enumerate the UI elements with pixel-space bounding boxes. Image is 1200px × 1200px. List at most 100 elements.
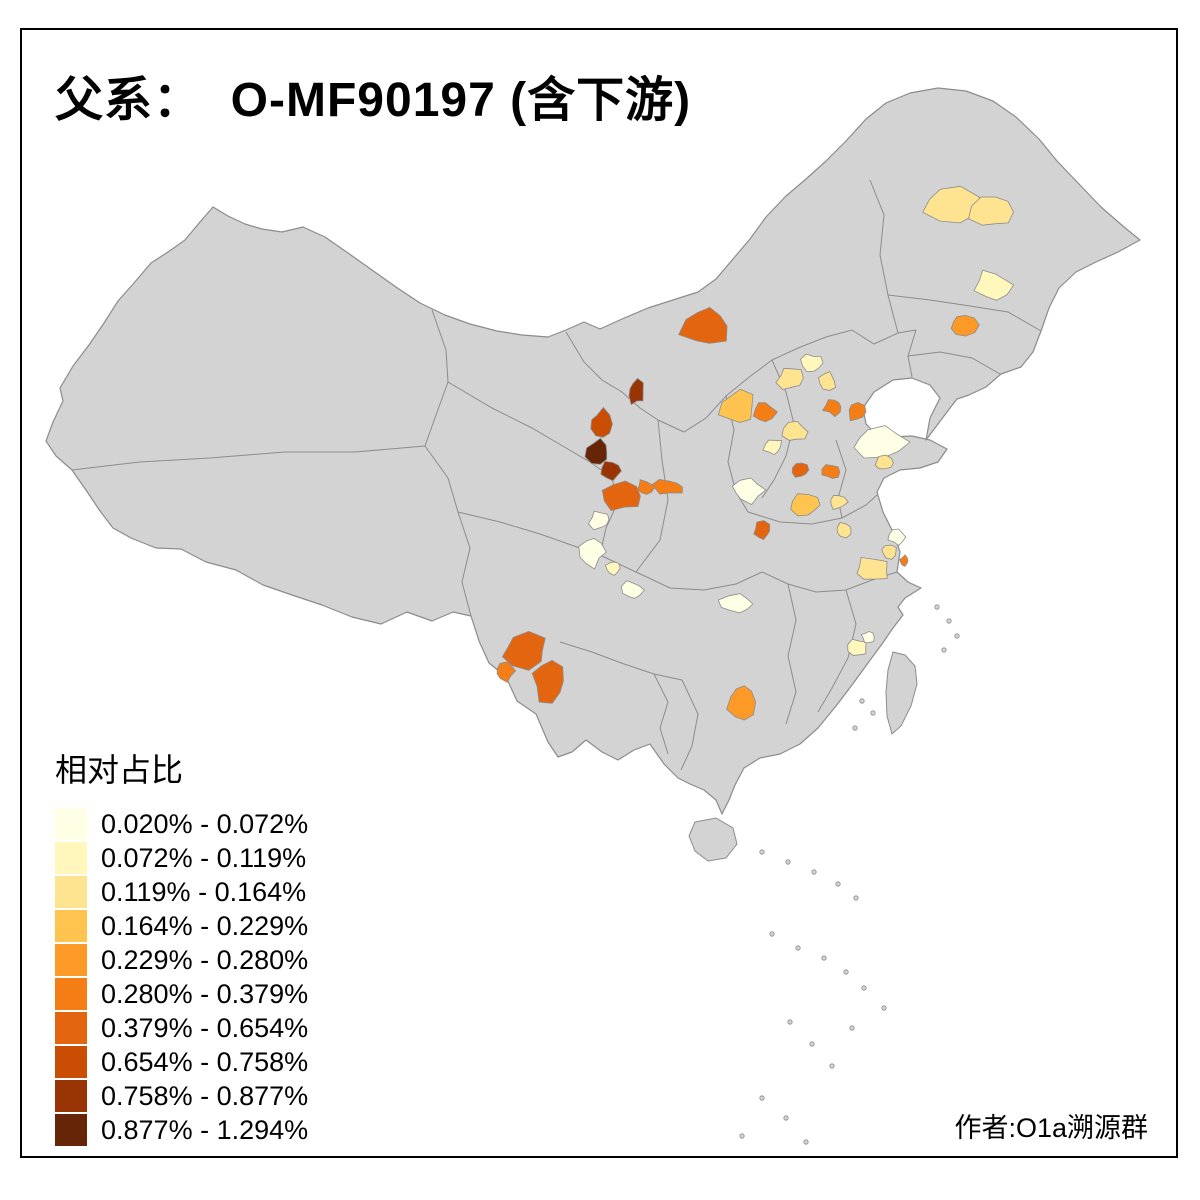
- map-region: [821, 399, 842, 418]
- island-dot: [759, 849, 765, 855]
- island-dot: [787, 1019, 793, 1025]
- island-dot: [835, 881, 841, 887]
- island-dot: [934, 604, 940, 610]
- island-dot: [795, 945, 801, 951]
- map-region: [604, 561, 621, 576]
- legend-row: 0.877% - 1.294%: [55, 1113, 308, 1147]
- legend-title: 相对占比: [55, 752, 184, 788]
- map-region: [637, 479, 656, 495]
- legend-label: 0.654% - 0.758%: [101, 1046, 309, 1077]
- page-title: 父系： O-MF90197 (含下游): [55, 74, 692, 127]
- legend-label: 0.020% - 0.072%: [101, 808, 309, 839]
- map-region: [590, 406, 613, 438]
- province-border: [565, 331, 659, 421]
- legend-swatch: [55, 944, 87, 976]
- legend-swatch: [55, 1046, 87, 1078]
- map-region: [717, 593, 754, 614]
- map-region: [726, 685, 757, 721]
- map-region: [860, 630, 875, 644]
- legend-row: 0.020% - 0.072%: [55, 807, 308, 841]
- province-border: [559, 641, 683, 681]
- legend-row: 0.119% - 0.164%: [55, 875, 308, 909]
- legend-label: 0.229% - 0.280%: [101, 944, 309, 975]
- map-region: [752, 402, 778, 423]
- island-dot: [803, 1139, 809, 1145]
- legend-swatch: [55, 1114, 87, 1146]
- map-region: [836, 522, 852, 539]
- map-region: [968, 196, 1015, 226]
- legend-rows: 0.020% - 0.072% 0.072% - 0.119% 0.119% - 0…: [55, 807, 308, 1147]
- province-border: [747, 494, 878, 525]
- map-region: [899, 554, 909, 567]
- map-region: [818, 370, 837, 391]
- map-region: [790, 493, 821, 517]
- legend-row: 0.280% - 0.379%: [55, 977, 308, 1011]
- legend-row: 0.758% - 0.877%: [55, 1079, 308, 1113]
- legend-label: 0.119% - 0.164%: [101, 876, 307, 907]
- islands: [739, 604, 960, 1145]
- legend-swatch: [55, 910, 87, 942]
- map-region: [753, 520, 771, 541]
- map-region: [717, 388, 754, 423]
- legend-swatch: [55, 1012, 87, 1044]
- province-border: [657, 329, 917, 433]
- legend-label: 0.072% - 0.119%: [101, 842, 307, 873]
- province-border: [835, 439, 847, 519]
- map-region: [578, 538, 607, 570]
- legend-row: 0.229% - 0.280%: [55, 943, 308, 977]
- map-region: [587, 510, 610, 531]
- legend-label: 0.280% - 0.379%: [101, 978, 309, 1009]
- legend-row: 0.072% - 0.119%: [55, 841, 308, 875]
- island-dot: [954, 633, 960, 639]
- province-borders-layer: [71, 179, 1042, 771]
- legend-row: 0.164% - 0.229%: [55, 909, 308, 943]
- map-region: [651, 478, 683, 495]
- province-border: [869, 179, 899, 334]
- island-dot: [941, 647, 947, 653]
- legend: 相对占比 0.020% - 0.072% 0.072% - 0.119% 0.119…: [55, 745, 308, 1147]
- province-border: [447, 381, 613, 479]
- map-region: [856, 556, 888, 580]
- island-dot: [809, 1041, 815, 1047]
- province-border: [680, 679, 699, 771]
- legend-row: 0.654% - 0.758%: [55, 1045, 308, 1079]
- island-dot: [853, 895, 859, 901]
- island-dot: [769, 931, 775, 937]
- island-dot: [861, 985, 867, 991]
- province-border: [785, 583, 797, 725]
- legend-row: 0.379% - 0.654%: [55, 1011, 308, 1045]
- province-border: [71, 445, 426, 471]
- map-region: [881, 544, 897, 560]
- province-border: [887, 294, 1042, 332]
- province-border: [653, 673, 669, 755]
- island-dot: [785, 859, 791, 865]
- island-dot: [759, 1095, 765, 1101]
- map-region: [501, 630, 546, 671]
- map-region: [762, 439, 783, 456]
- map-region: [628, 377, 644, 406]
- province-border: [599, 554, 763, 591]
- legend-label: 0.379% - 0.654%: [101, 1012, 309, 1043]
- map-region: [775, 367, 804, 390]
- map-region: [874, 454, 894, 470]
- island-dot: [849, 1025, 855, 1031]
- legend-label: 0.877% - 1.294%: [101, 1114, 309, 1145]
- map-region: [620, 580, 646, 599]
- legend-swatch: [55, 1080, 87, 1112]
- island-dot: [811, 869, 817, 875]
- map-region: [496, 661, 517, 683]
- map-region: [853, 425, 911, 459]
- island-dot: [859, 698, 865, 704]
- map-region: [678, 306, 728, 344]
- map-region: [531, 659, 564, 704]
- author-credit: 作者:O1a溯源群: [954, 1113, 1148, 1143]
- island-dot: [870, 710, 876, 716]
- map-region: [847, 638, 867, 656]
- map-region: [887, 528, 907, 547]
- island-dot: [829, 1063, 835, 1069]
- legend-swatch: [55, 842, 87, 874]
- map-region: [830, 494, 849, 510]
- map-regions-layer: [496, 185, 1015, 721]
- map-region: [973, 269, 1015, 301]
